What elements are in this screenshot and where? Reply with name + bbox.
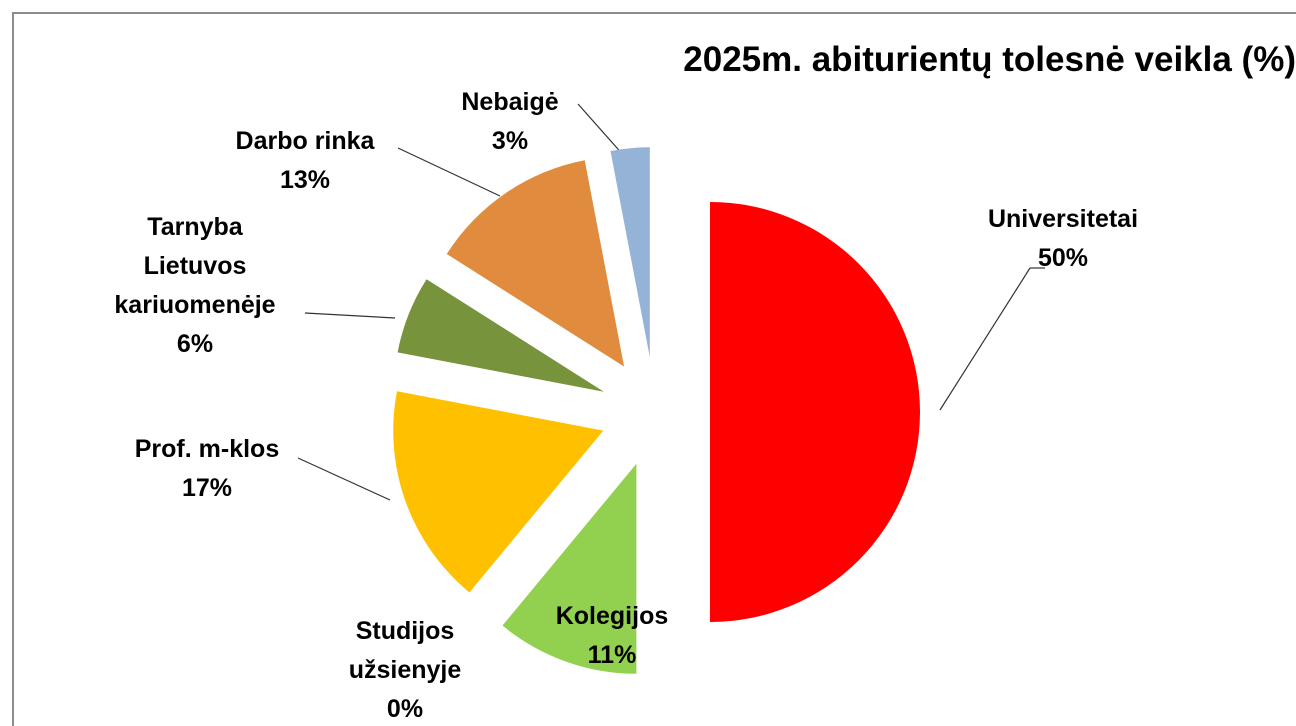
leader-line	[939, 267, 1031, 411]
category-name: Darbo rinka	[235, 127, 375, 155]
chart-frame	[12, 12, 1296, 726]
data-label: Darbo rinka 13%	[195, 122, 415, 200]
chart-title: 2025m. abiturientų tolesnė veikla (%)	[683, 40, 1296, 79]
pie-slice	[710, 202, 920, 622]
value-label: 50%	[1037, 244, 1089, 272]
pie-slice	[393, 391, 604, 593]
value-label: 0%	[386, 695, 424, 723]
category-name: Nebaigė	[461, 88, 559, 116]
category-name: Tarnyba Lietuvos kariuomenėje	[114, 213, 276, 319]
value-label: 3%	[491, 127, 529, 155]
value-label: 13%	[279, 166, 331, 194]
category-name: Prof. m-klos	[134, 435, 280, 463]
data-label: Universitetai 50%	[933, 200, 1193, 278]
category-name: Kolegijos	[555, 602, 669, 630]
leader-line	[297, 457, 391, 501]
pie-slice	[610, 147, 650, 358]
value-label: 11%	[587, 641, 637, 669]
pie-slice	[397, 279, 604, 392]
data-label: Kolegijos 11%	[512, 597, 712, 675]
category-name: Universitetai	[987, 205, 1139, 233]
value-label: 17%	[181, 474, 233, 502]
pie-slice	[502, 463, 637, 674]
leader-line	[577, 103, 626, 158]
leader-line	[304, 312, 396, 319]
value-label: 6%	[176, 330, 214, 358]
pie-slice	[446, 160, 625, 367]
leader-line	[397, 147, 501, 197]
data-label: Tarnyba Lietuvos kariuomenėje 6%	[95, 208, 295, 364]
category-name: Studijos užsienyje	[348, 617, 462, 684]
data-label: Nebaigė 3%	[430, 83, 590, 161]
data-label: Studijos užsienyje 0%	[330, 612, 480, 726]
data-label: Prof. m-klos 17%	[97, 430, 317, 508]
